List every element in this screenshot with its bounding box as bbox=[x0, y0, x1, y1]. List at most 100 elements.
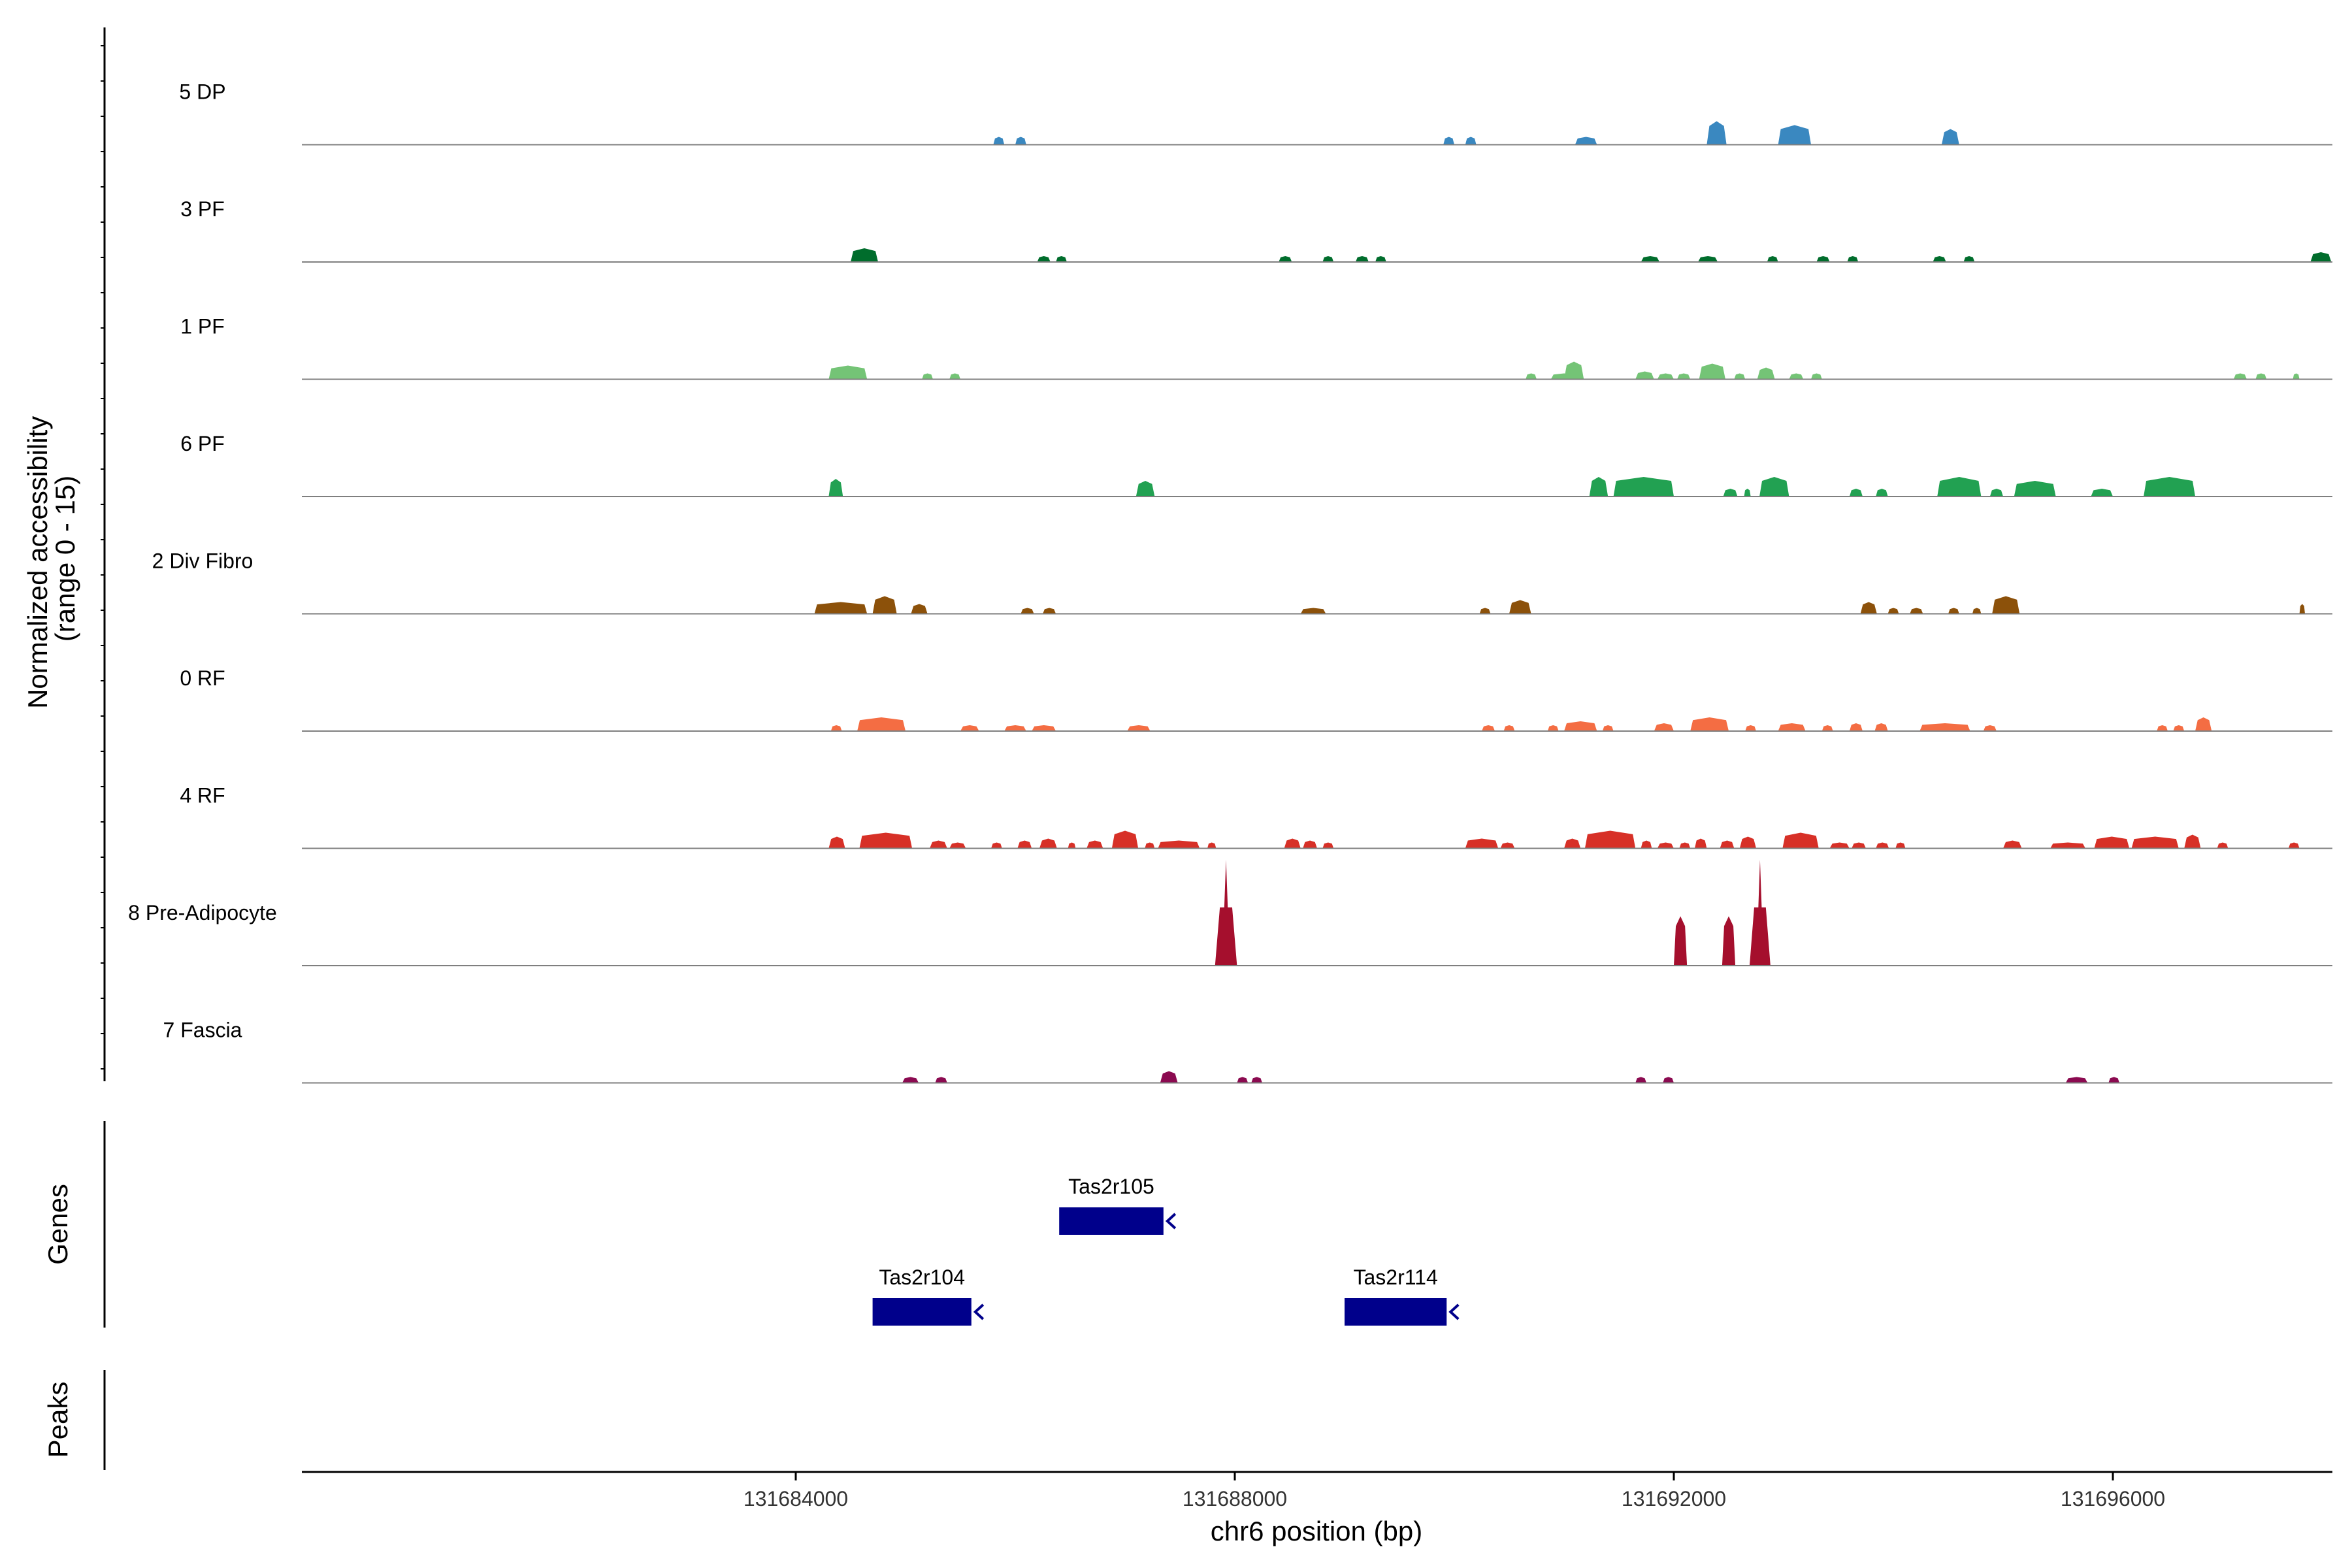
track-8-pre-adipocyte: 8 Pre-Adipocyte bbox=[128, 860, 2332, 966]
peak bbox=[2184, 834, 2201, 849]
track-label: 5 DP bbox=[179, 80, 225, 104]
peak bbox=[1479, 608, 1491, 614]
peak bbox=[1158, 840, 1200, 849]
peak bbox=[828, 836, 845, 849]
peak bbox=[1032, 725, 1056, 731]
track-5-dp: 5 DP bbox=[179, 80, 2332, 146]
peak bbox=[1039, 838, 1057, 849]
peak bbox=[2003, 840, 2022, 849]
x-tick-label: 131684000 bbox=[743, 1487, 848, 1511]
peak bbox=[1021, 608, 1034, 614]
gene-tas2r105: Tas2r105 bbox=[1059, 1175, 1177, 1235]
peak bbox=[1564, 361, 1584, 380]
peak bbox=[1322, 256, 1334, 262]
peak bbox=[1707, 121, 1727, 145]
peak bbox=[1674, 916, 1688, 966]
peak bbox=[1933, 256, 1946, 262]
peak bbox=[1613, 477, 1674, 497]
peak bbox=[1739, 836, 1756, 849]
gene-annotations: Tas2r105 Tas2r104 Tas2r114 bbox=[872, 1175, 1460, 1326]
peak bbox=[1816, 256, 1830, 262]
peak bbox=[1782, 832, 1819, 849]
peak bbox=[1910, 608, 1923, 614]
gene-label: Tas2r104 bbox=[879, 1266, 965, 1289]
x-axis-title: chr6 position (bp) bbox=[1211, 1516, 1423, 1546]
track-7-fascia: 7 Fascia bbox=[163, 1019, 2332, 1084]
peak bbox=[1937, 477, 1982, 497]
peak bbox=[859, 832, 913, 849]
gene-tas2r114: Tas2r114 bbox=[1345, 1266, 1460, 1326]
peak bbox=[1375, 256, 1386, 262]
peak bbox=[1145, 842, 1155, 849]
peak bbox=[2157, 725, 2168, 731]
peak bbox=[911, 604, 928, 614]
peak bbox=[1526, 373, 1537, 380]
track-label: 7 Fascia bbox=[163, 1019, 242, 1042]
peak bbox=[1500, 842, 1515, 849]
peak bbox=[1992, 596, 2020, 614]
peak bbox=[960, 725, 979, 731]
peak bbox=[1355, 256, 1369, 262]
peak bbox=[902, 1077, 919, 1083]
peak bbox=[1948, 608, 1959, 614]
peak bbox=[1874, 723, 1888, 731]
y-axis-title-line-1: Normalized accessibility bbox=[22, 416, 53, 709]
track-4-rf: 4 RF bbox=[180, 784, 2332, 849]
peak bbox=[1207, 842, 1217, 849]
peak bbox=[1811, 373, 1822, 380]
peak bbox=[1015, 137, 1026, 145]
peak bbox=[2014, 481, 2056, 497]
peak bbox=[814, 602, 868, 614]
peak bbox=[1821, 725, 1833, 731]
track-label: 3 PF bbox=[180, 197, 225, 221]
peak bbox=[1789, 373, 1804, 380]
peak bbox=[1215, 860, 1237, 966]
x-tick-label: 131696000 bbox=[2061, 1487, 2165, 1511]
peak bbox=[1037, 256, 1051, 262]
peak bbox=[1635, 371, 1654, 380]
peak bbox=[2173, 725, 2185, 731]
y-axis-title-line-2: (range 0 - 15) bbox=[50, 476, 80, 642]
peak bbox=[1127, 725, 1151, 731]
peak bbox=[1887, 608, 1899, 614]
peak bbox=[830, 725, 842, 731]
peak bbox=[1849, 723, 1863, 731]
peak bbox=[1657, 373, 1674, 380]
peak bbox=[2310, 252, 2332, 262]
peak bbox=[922, 373, 933, 380]
peak bbox=[1694, 838, 1707, 849]
track-6-pf: 6 PF bbox=[180, 432, 2332, 497]
peak bbox=[1663, 1077, 1674, 1083]
track-2-div-fibro: 2 Div Fibro bbox=[152, 549, 2332, 615]
peak bbox=[1876, 842, 1889, 849]
peak bbox=[1111, 830, 1139, 849]
gene-body bbox=[1059, 1207, 1164, 1235]
peak bbox=[929, 840, 947, 849]
peak bbox=[2065, 1077, 2088, 1083]
peak bbox=[1849, 489, 1863, 497]
track-label: 2 Div Fibro bbox=[152, 549, 253, 573]
strand-arrow-icon bbox=[1448, 1303, 1460, 1320]
peak bbox=[1690, 717, 1729, 731]
peak bbox=[2293, 373, 2300, 380]
peak bbox=[1757, 367, 1775, 380]
peak bbox=[828, 479, 843, 497]
peak bbox=[2299, 604, 2305, 614]
strand-arrow-icon bbox=[973, 1303, 985, 1320]
peak bbox=[1972, 608, 1982, 614]
peak bbox=[2288, 842, 2300, 849]
gene-body bbox=[1345, 1298, 1447, 1326]
peak bbox=[1654, 723, 1674, 731]
peak bbox=[1919, 723, 1970, 731]
peak bbox=[1720, 840, 1735, 849]
peak bbox=[1564, 721, 1597, 731]
peak bbox=[1734, 373, 1746, 380]
gene-label: Tas2r114 bbox=[1353, 1266, 1437, 1289]
peak bbox=[935, 1077, 947, 1083]
peak bbox=[1641, 840, 1652, 849]
peak bbox=[2050, 842, 2085, 849]
peak bbox=[1697, 256, 1718, 262]
peak bbox=[1068, 842, 1076, 849]
peak bbox=[2108, 1077, 2120, 1083]
peak bbox=[1778, 723, 1806, 731]
